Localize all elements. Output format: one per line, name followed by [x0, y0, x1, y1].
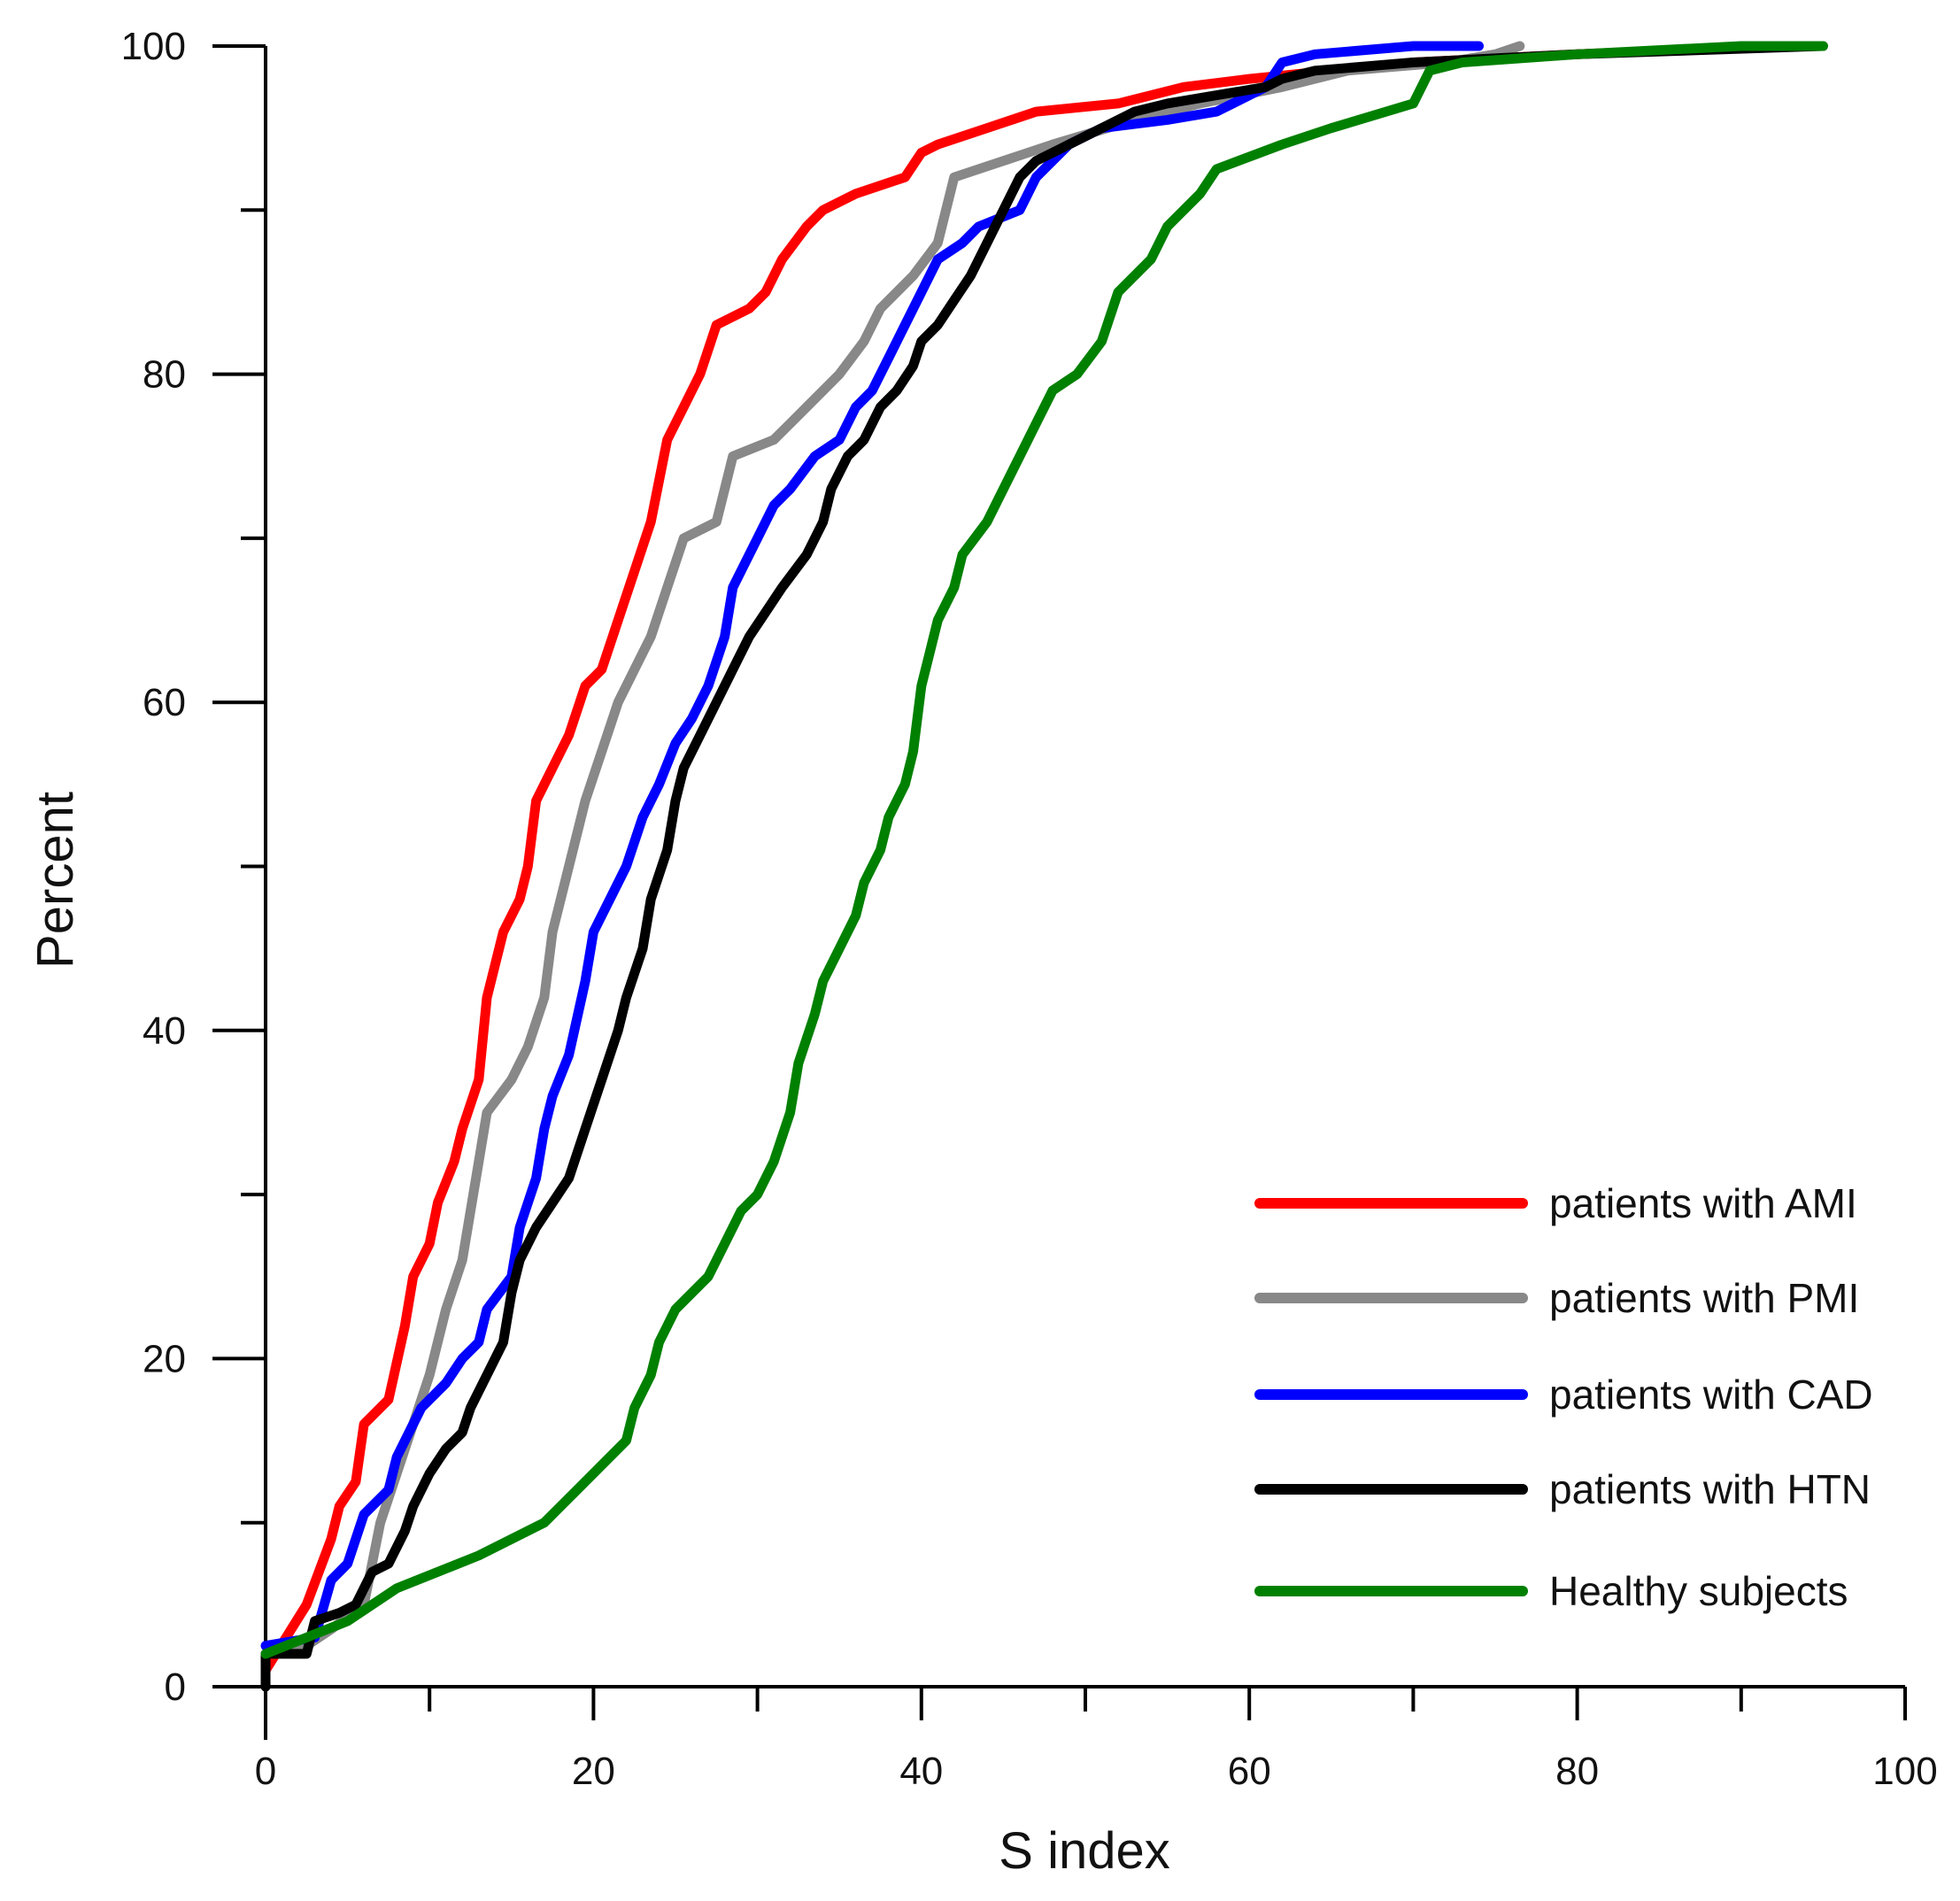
- legend-label: patients with HTN: [1549, 1466, 1871, 1512]
- axes: 0 20 40 60 80 100 0 20 40 60 80 100: [121, 25, 1938, 1793]
- series-line-patients-with-htn: [260, 41, 1828, 1692]
- x-tick-label: 0: [255, 1750, 276, 1793]
- y-tick-label: 0: [165, 1665, 186, 1709]
- x-tick-label: 100: [1872, 1750, 1937, 1793]
- y-tick-label: 100: [121, 25, 186, 68]
- series-line-patients-with-ami: [260, 41, 1779, 1675]
- series-line-patients-with-pmi: [260, 41, 1525, 1659]
- y-axis-title: Percent: [27, 792, 84, 969]
- x-tick-label: 60: [1228, 1750, 1271, 1793]
- x-tick-label: 40: [899, 1750, 943, 1793]
- legend-label: patients with PMI: [1549, 1275, 1859, 1321]
- x-axis-title: S index: [999, 1822, 1169, 1880]
- x-tick-label: 20: [572, 1750, 615, 1793]
- legend-label: Healthy subjects: [1549, 1568, 1848, 1614]
- series-layer: [260, 41, 1828, 1692]
- legend-label: patients with CAD: [1549, 1372, 1873, 1418]
- y-tick-label: 40: [143, 1009, 186, 1053]
- series-line-healthy-subjects: [260, 41, 1828, 1659]
- legend: patients with AMI patients with PMI patien…: [1254, 1180, 1873, 1614]
- y-tick-label: 60: [143, 681, 186, 724]
- y-tick-label: 20: [143, 1337, 186, 1380]
- x-tick-label: 80: [1555, 1750, 1599, 1793]
- legend-label: patients with AMI: [1549, 1180, 1857, 1226]
- y-tick-label: 80: [143, 353, 186, 397]
- series-line-patients-with-cad: [260, 41, 1484, 1651]
